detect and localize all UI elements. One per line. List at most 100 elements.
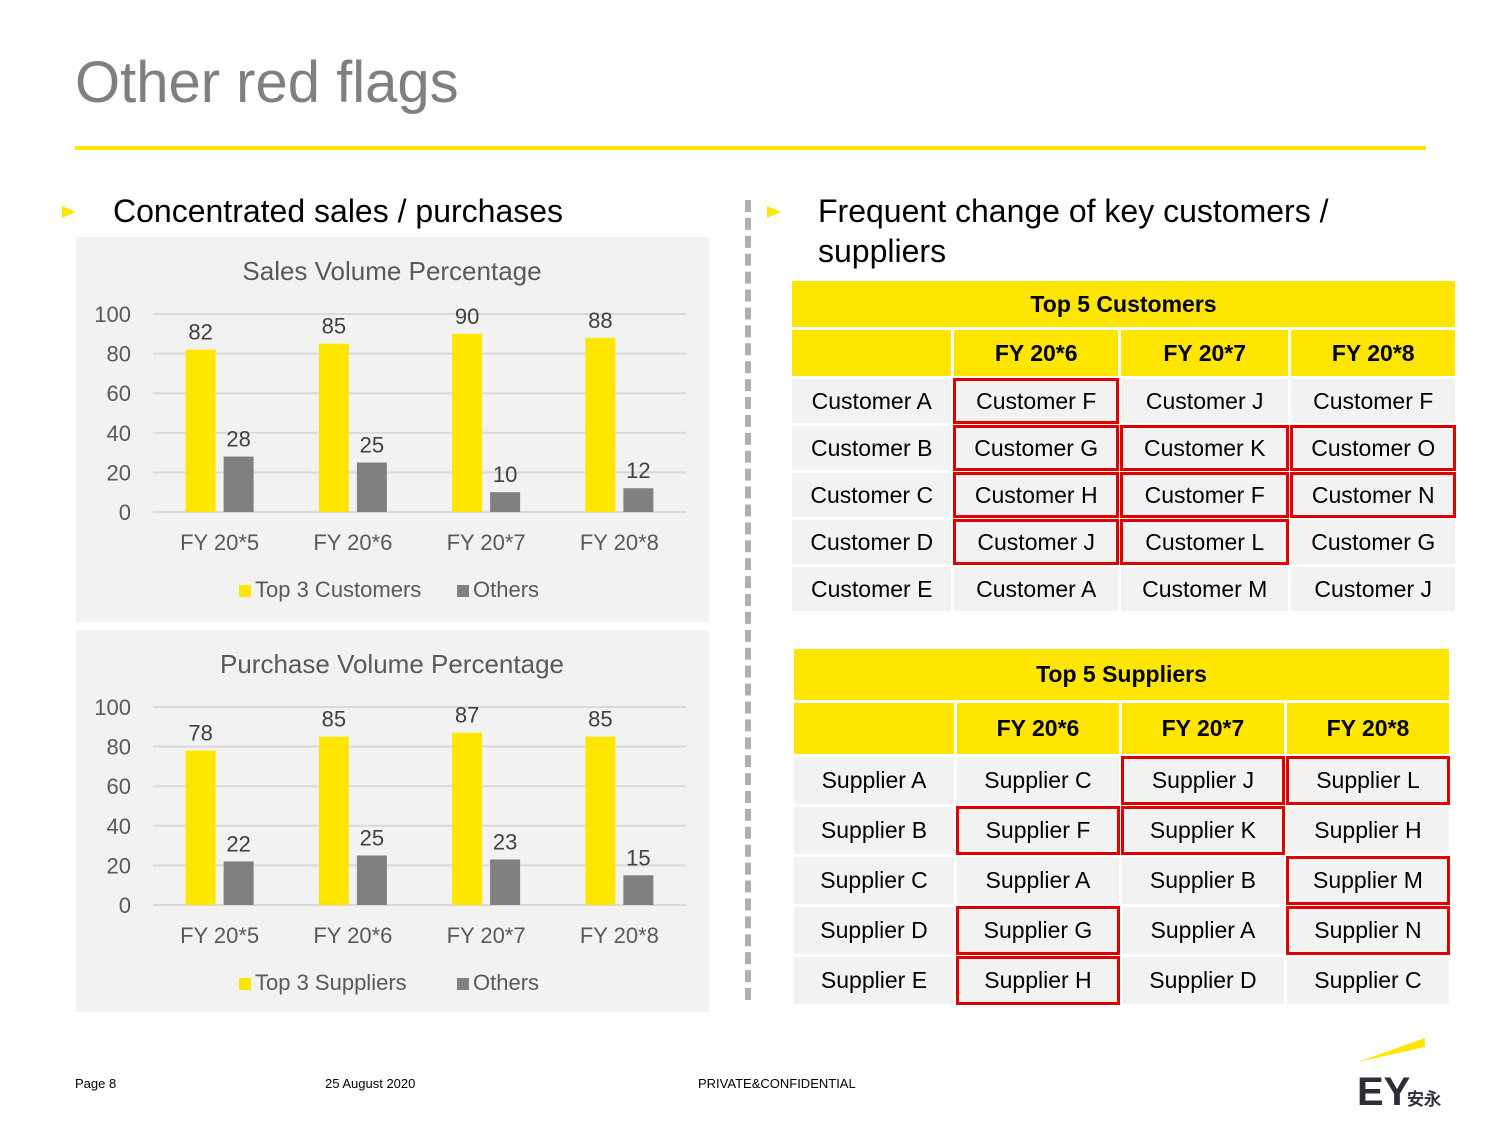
supplier-column-header: FY 20*7 — [1121, 703, 1284, 754]
bar-top3 — [318, 736, 349, 905]
customer-cell: Customer C — [792, 473, 952, 517]
page-number: Page 8 — [75, 1076, 117, 1091]
customer-column-header: FY 20*6 — [954, 330, 1118, 376]
supplier-cell-flagged: Supplier K — [1120, 806, 1285, 855]
legend-swatch — [239, 585, 251, 597]
y-tick-label: 20 — [107, 460, 131, 485]
left-heading: Concentrated sales / purchases — [113, 193, 564, 229]
table-row: Supplier B Supplier F Supplier K Supplier H — [794, 806, 1449, 855]
supplier-cell: Supplier C — [794, 857, 954, 904]
supplier-cell: Supplier B — [794, 807, 954, 854]
bar-others — [490, 492, 521, 512]
customer-column-header: FY 20*8 — [1291, 330, 1455, 376]
bar-top3 — [585, 337, 616, 512]
column-divider — [745, 200, 751, 1000]
bar-top3 — [452, 333, 483, 512]
data-label: 78 — [188, 721, 212, 746]
table-row: Customer C Customer H Customer F Customer N — [792, 472, 1456, 518]
bar-top3 — [185, 750, 216, 905]
customer-cell: Customer M — [1120, 567, 1289, 611]
supplier-table-title: Top 5 Suppliers — [794, 649, 1449, 700]
data-label: 82 — [188, 320, 212, 345]
table-row: Supplier D Supplier G Supplier A Supplier N — [794, 906, 1451, 955]
legend-label: Others — [473, 970, 539, 995]
table-row: Supplier A Supplier C Supplier J Supplier L — [794, 756, 1451, 805]
supplier-cell: Supplier A — [1121, 907, 1284, 954]
data-label: 85 — [588, 707, 612, 732]
supplier-cell: Supplier D — [794, 907, 954, 954]
legend-label: Top 3 Suppliers — [255, 970, 407, 995]
supplier-cell: Supplier A — [956, 857, 1119, 904]
table-row: Supplier C Supplier A Supplier B Supplier M — [794, 856, 1451, 905]
y-tick-label: 80 — [107, 342, 131, 367]
legend-swatch — [457, 978, 469, 990]
data-label: 28 — [226, 427, 250, 452]
legend-label: Others — [473, 577, 539, 602]
table-row: Customer A Customer F Customer J Customer F — [792, 378, 1455, 424]
supplier-cell-flagged: Supplier N — [1285, 906, 1451, 955]
customer-column-header: FY 20*7 — [1120, 330, 1289, 376]
purchase-chart-panel: Purchase Volume Percentage 0 20 40 60 80 100 FY… — [76, 630, 709, 1012]
data-label: 25 — [360, 433, 384, 458]
right-heading: Frequent change of key customers / suppl… — [818, 191, 1328, 271]
x-tick-label: FY 20*6 — [313, 923, 392, 948]
y-tick-label: 0 — [119, 500, 131, 525]
table-row: Customer B Customer G Customer K Customer O — [792, 425, 1456, 471]
customer-cell-flagged: Customer G — [953, 425, 1119, 471]
y-tick-label: 40 — [107, 814, 131, 839]
table-row: Customer E Customer A Customer M Customer J — [792, 567, 1455, 611]
purchase-volume-chart: Purchase Volume Percentage 0 20 40 60 80 100 FY… — [94, 649, 686, 995]
x-tick-label: FY 20*6 — [313, 530, 392, 555]
customer-cell: Customer F — [1291, 379, 1455, 423]
footer-date: 25 August 2020 — [325, 1076, 416, 1091]
supplier-cell-flagged: Supplier L — [1285, 756, 1451, 805]
legend-swatch — [457, 585, 469, 597]
y-tick-label: 80 — [107, 735, 131, 760]
supplier-cell: Supplier A — [794, 757, 954, 804]
customer-cell-flagged: Customer H — [953, 472, 1119, 518]
customer-cell-flagged: Customer F — [1119, 472, 1290, 518]
data-label: 85 — [322, 707, 346, 732]
ey-logo-text: EY — [1357, 1070, 1411, 1114]
x-tick-label: FY 20*5 — [180, 923, 259, 948]
triangle-right-icon — [767, 206, 781, 218]
x-tick-label: FY 20*8 — [580, 923, 659, 948]
bar-top3 — [452, 732, 483, 905]
y-tick-label: 0 — [119, 893, 131, 918]
customer-cell-flagged: Customer F — [953, 378, 1119, 424]
ey-logo: EY 安永 — [1357, 1038, 1441, 1114]
supplier-cell: Supplier H — [1286, 807, 1449, 854]
data-label: 25 — [360, 826, 384, 851]
y-tick-label: 100 — [94, 302, 131, 327]
supplier-column-header: FY 20*6 — [956, 703, 1119, 754]
data-label: 12 — [626, 458, 650, 483]
y-tick-label: 100 — [94, 695, 131, 720]
x-tick-label: FY 20*8 — [580, 530, 659, 555]
customer-cell-flagged: Customer N — [1290, 472, 1456, 518]
y-tick-label: 60 — [107, 774, 131, 799]
customer-cell: Customer G — [1291, 520, 1455, 564]
customer-cell-flagged: Customer J — [953, 519, 1119, 565]
y-tick-label: 20 — [107, 853, 131, 878]
page-title: Other red flags — [75, 50, 459, 115]
sales-volume-chart: Sales Volume Percentage 0 20 40 60 80 100 FY 20… — [94, 256, 686, 602]
x-tick-label: FY 20*7 — [447, 923, 526, 948]
customer-cell: Customer J — [1291, 567, 1455, 611]
right-heading-line1: Frequent change of key customers / — [818, 193, 1329, 229]
supplier-cell-flagged: Supplier F — [955, 806, 1120, 855]
bar-others — [223, 861, 254, 905]
bar-top3 — [185, 349, 216, 512]
supplier-cell: Supplier D — [1121, 957, 1284, 1004]
chart-title: Sales Volume Percentage — [242, 256, 541, 286]
data-label: 90 — [455, 304, 479, 329]
supplier-cell-flagged: Supplier H — [955, 956, 1120, 1005]
supplier-cell-flagged: Supplier G — [955, 906, 1120, 955]
bar-others — [223, 456, 254, 512]
supplier-cell: Supplier C — [956, 757, 1119, 804]
ey-logo-chinese: 安永 — [1407, 1089, 1441, 1109]
title-underline — [75, 146, 1426, 150]
customer-cell: Customer E — [792, 567, 952, 611]
legend-label: Top 3 Customers — [255, 577, 421, 602]
customer-cell-flagged: Customer K — [1119, 425, 1290, 471]
customer-cell-flagged: Customer O — [1290, 425, 1456, 471]
